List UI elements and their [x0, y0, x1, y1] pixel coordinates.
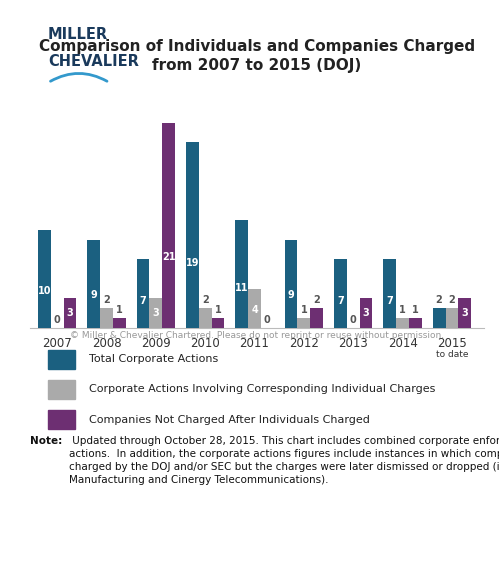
Text: Updated through October 28, 2015. This chart includes combined corporate enforce: Updated through October 28, 2015. This c… — [68, 436, 499, 485]
Bar — [48, 410, 75, 429]
Text: 1: 1 — [215, 305, 222, 315]
Bar — [63, 298, 76, 328]
Text: Total Corporate Actions: Total Corporate Actions — [89, 354, 218, 364]
Bar — [100, 308, 113, 328]
Text: Note:: Note: — [30, 436, 62, 445]
Bar — [186, 142, 199, 328]
Text: Companies Not Charged After Individuals Charged: Companies Not Charged After Individuals … — [89, 415, 370, 424]
Text: 0: 0 — [350, 315, 357, 325]
Title: Comparison of Individuals and Companies Charged
from 2007 to 2015 (DOJ): Comparison of Individuals and Companies … — [39, 40, 475, 73]
Bar — [38, 230, 51, 328]
Text: © Miller & Chevalier Chartered. Please do not reprint or reuse without permissio: © Miller & Chevalier Chartered. Please d… — [70, 332, 444, 340]
Text: 2: 2 — [313, 295, 320, 305]
Text: 7: 7 — [140, 296, 146, 306]
Text: 2: 2 — [449, 295, 455, 305]
Bar — [360, 298, 372, 328]
Text: 1: 1 — [412, 305, 419, 315]
Text: 1: 1 — [116, 305, 123, 315]
Bar — [310, 308, 323, 328]
Text: 11: 11 — [235, 283, 249, 293]
Text: 21: 21 — [162, 252, 175, 262]
Bar — [409, 318, 422, 328]
Bar — [446, 308, 459, 328]
Text: 2: 2 — [103, 295, 110, 305]
Text: 9: 9 — [90, 290, 97, 300]
Text: 7: 7 — [337, 296, 344, 306]
Bar — [199, 308, 212, 328]
Bar — [433, 308, 446, 328]
Bar — [87, 240, 100, 328]
Bar — [162, 123, 175, 328]
Text: MILLER: MILLER — [48, 27, 108, 43]
Text: 19: 19 — [186, 258, 199, 268]
Text: 9: 9 — [287, 290, 294, 300]
Text: 3: 3 — [152, 308, 159, 318]
Text: 3: 3 — [462, 308, 468, 318]
Bar — [297, 318, 310, 328]
Bar — [212, 318, 225, 328]
Bar — [149, 298, 162, 328]
Text: Corporate Actions Involving Corresponding Individual Charges: Corporate Actions Involving Correspondin… — [89, 384, 435, 395]
Bar — [48, 380, 75, 399]
Text: 2: 2 — [436, 295, 443, 305]
Bar — [396, 318, 409, 328]
Text: 10: 10 — [37, 286, 51, 296]
Bar — [459, 298, 471, 328]
Text: 0: 0 — [54, 315, 60, 325]
Text: to date: to date — [436, 350, 468, 359]
Text: 1: 1 — [300, 305, 307, 315]
Bar — [48, 350, 75, 369]
Bar — [137, 259, 149, 328]
Text: CHEVALIER: CHEVALIER — [48, 54, 139, 69]
Text: 4: 4 — [251, 305, 258, 315]
Bar — [334, 259, 347, 328]
Bar — [383, 259, 396, 328]
Bar — [248, 289, 261, 328]
Bar — [113, 318, 126, 328]
Bar — [284, 240, 297, 328]
Text: 1: 1 — [399, 305, 406, 315]
Text: 2: 2 — [202, 295, 209, 305]
Bar — [235, 220, 248, 328]
Text: 3: 3 — [66, 308, 73, 318]
Text: 7: 7 — [386, 296, 393, 306]
Text: 3: 3 — [363, 308, 369, 318]
Text: 0: 0 — [264, 315, 271, 325]
